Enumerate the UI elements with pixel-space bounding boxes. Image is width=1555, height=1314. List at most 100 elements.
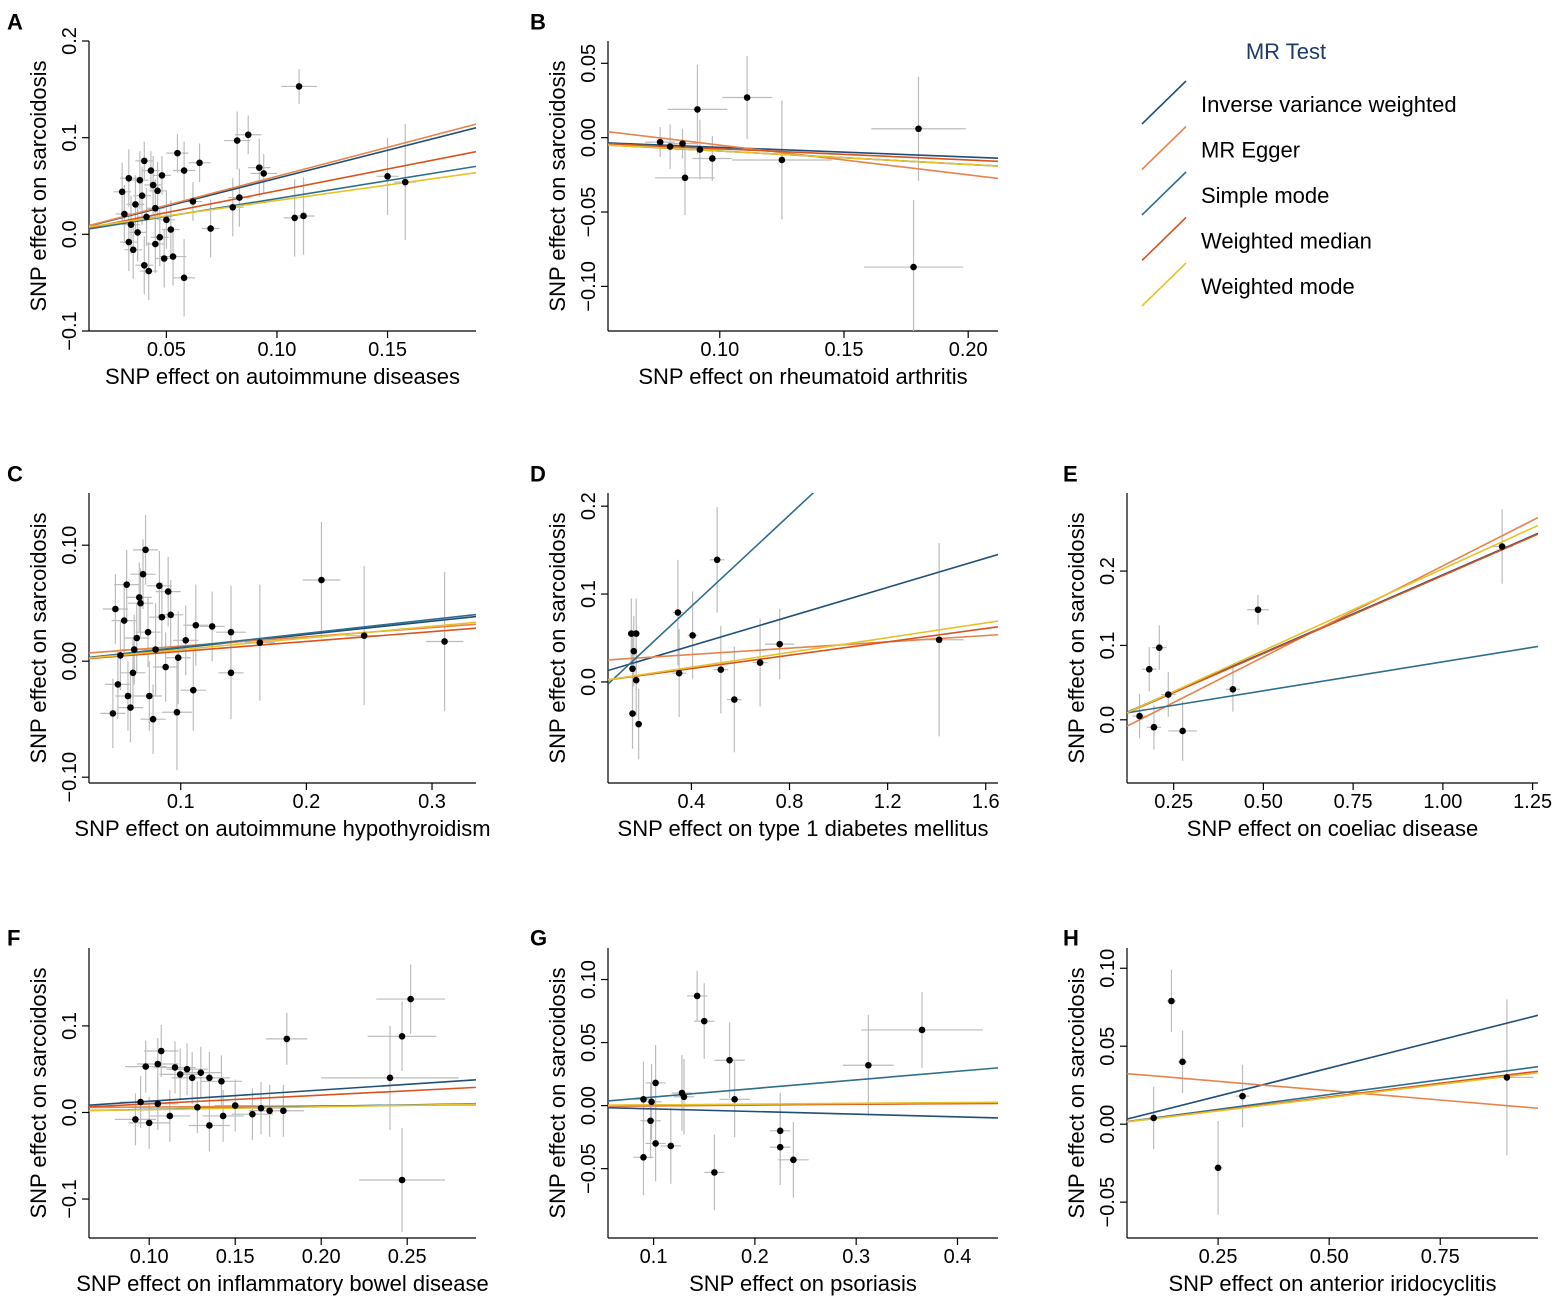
data-point [117,652,124,659]
x-tick-label: 1.00 [1423,791,1462,813]
data-point [156,582,163,590]
data-point [628,630,635,637]
data-point [140,157,148,165]
x-tick-label: 0.10 [130,1246,169,1268]
data-point [300,212,307,220]
data-point [163,216,170,224]
data-point [693,992,701,1000]
y-tick-label: −0.10 [578,261,600,312]
data-point [121,210,128,218]
data-point [132,201,139,208]
x-tick-label: 0.25 [388,1246,427,1268]
data-point [133,634,141,642]
panel-d: D 0.4 0.8 1.2 1.6 0.0 0.1 0.2 SNP effect on type… [530,462,1000,842]
data-point [630,647,638,655]
y-axis-label: SNP effect on sarcoidosis [26,512,51,763]
data-point [1136,712,1143,720]
data-point [167,611,174,619]
regression-line-weighted-mode [608,620,998,681]
data-point [680,1093,688,1101]
x-axis-label: SNP effect on inflammatory bowel disease [76,1271,489,1296]
regression-line-inverse-variance-weighted [1127,1014,1538,1120]
regression-line-inverse-variance-weighted [89,1079,476,1106]
x-axis-label: SNP effect on anterior iridocyclitis [1168,1271,1496,1296]
data-point [674,609,682,616]
data-point [158,172,166,179]
data-point [144,628,152,636]
data-point [152,240,159,248]
x-tick-label: 0.1 [640,1246,668,1268]
data-point [227,669,235,677]
data-point [176,1071,184,1078]
regression-line-mr-egger [1127,516,1538,727]
regression-line-weighted-mode [89,171,476,228]
y-axis-label: SNP effect on sarcoidosis [545,512,570,763]
data-point [124,692,132,700]
data-point [1164,691,1172,698]
data-point [386,1074,394,1082]
data-point [206,1074,213,1082]
data-point [120,617,128,624]
data-point [675,669,683,677]
data-point [146,692,153,700]
panel-label: B [530,10,546,35]
y-tick-label: 0.2 [578,492,600,520]
regression-line-mr-egger [1127,1072,1538,1110]
x-tick-label: 0.10 [258,339,297,361]
data-point [196,159,203,167]
legend-swatch-weighted-mode [1141,262,1187,307]
data-point [1229,686,1237,693]
data-point [384,173,391,180]
data-point [441,638,448,645]
data-point [1214,1164,1222,1172]
data-point [154,1100,162,1108]
data-point [129,669,137,677]
regression-line-simple-mode [608,1067,998,1102]
data-point [183,1065,191,1073]
panel-label: C [7,462,23,487]
data-point [142,546,149,554]
data-point [127,221,135,228]
data-point [1239,1092,1246,1100]
regression-line-mr-egger [89,123,476,227]
data-point [233,137,241,144]
data-point [717,666,725,673]
data-point [173,708,181,716]
legend-swatch-inverse-variance-weighted [1141,80,1187,125]
x-tick-label: 0.15 [216,1246,255,1268]
y-tick-label: 0.10 [1097,949,1119,988]
data-point [152,204,159,212]
y-tick-label: 0.00 [578,118,600,157]
data-point [1150,1114,1157,1122]
data-point [236,194,243,201]
x-axis-label: SNP effect on autoimmune hypothyroidism [74,816,490,841]
legend-swatch-mr-egger [1141,125,1187,171]
plot-area [89,964,476,1232]
data-point [123,581,130,588]
y-tick-label: 0.0 [1097,706,1119,734]
data-point [134,229,141,236]
regression-line-weighted-mode [1127,524,1538,714]
regression-line-weighted-median [89,150,476,229]
y-tick-label: 0.1 [578,580,600,608]
data-point [167,226,175,233]
data-point [711,1169,718,1176]
data-point [227,628,235,636]
legend-swatch-simple-mode [1141,171,1187,216]
data-point [145,267,153,275]
data-point [632,630,640,637]
data-point [656,138,664,146]
data-point [244,131,252,139]
y-tick-label: 0.00 [1097,1105,1119,1144]
regression-line-weighted-mode [608,144,998,167]
data-point [865,1061,872,1069]
x-tick-label: 0.25 [1154,791,1193,813]
data-point [647,1117,654,1125]
data-point [935,636,943,644]
x-tick-label: 0.10 [700,339,739,361]
data-point [118,188,126,196]
data-point [231,1102,239,1109]
plot-area [1127,969,1538,1215]
x-tick-label: 0.75 [1421,1246,1460,1268]
